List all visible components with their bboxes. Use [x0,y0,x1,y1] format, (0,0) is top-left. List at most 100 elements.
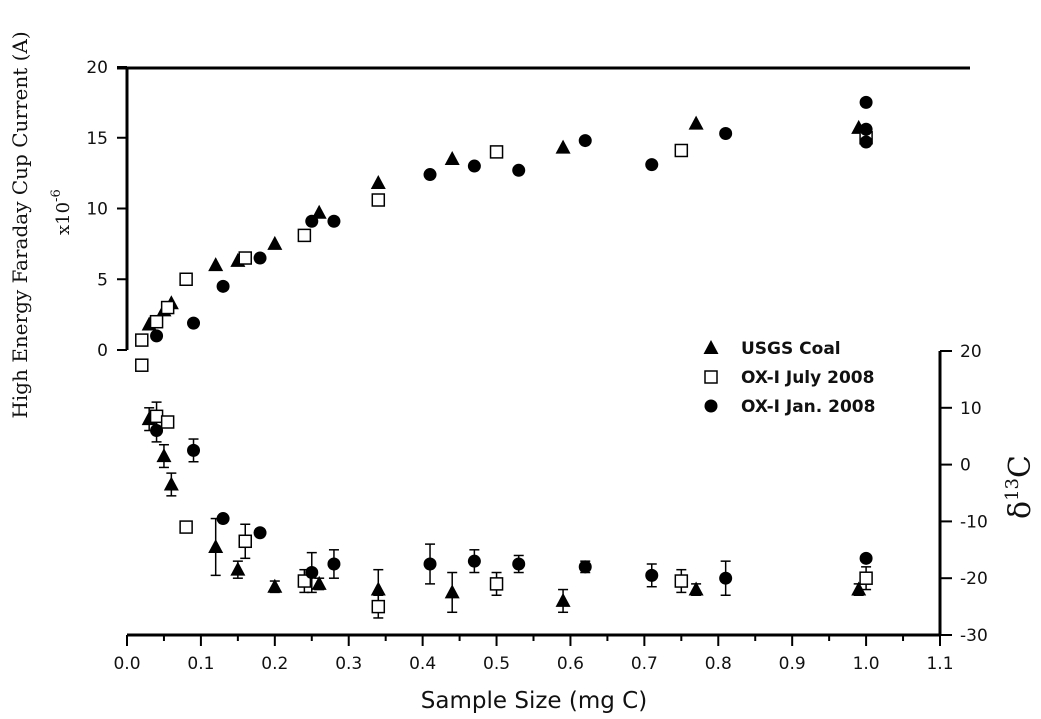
delta13c-point-usgs-coal [555,592,571,607]
current-point-ox-i-jan-2008 [467,159,481,173]
delta13c-point-usgs-coal [208,538,224,553]
delta13c-point-ox-i-jan-2008 [719,571,733,585]
delta13c-point-ox-i-july-2008 [149,409,164,424]
legend-marker-usgs-coal [703,340,719,354]
delta13c-point-usgs-coal [163,476,179,491]
x-tick-label: 0.2 [261,654,288,674]
x-tick-label: 0.0 [113,654,140,674]
legend-marker-ox-i-july-2008 [704,370,718,384]
delta13c-point-ox-i-july-2008 [179,520,193,534]
x-tick-label: 0.3 [335,654,362,674]
right-y-tick-label: -30 [960,626,988,646]
delta13c-point-ox-i-july-2008 [371,599,386,614]
current-point-usgs-coal [444,150,460,165]
current-point-ox-i-july-2008 [489,145,504,159]
delta13c-point-usgs-coal [267,578,283,593]
delta13c-point-usgs-coal [688,581,704,596]
current-point-ox-i-jan-2008 [645,158,659,172]
delta13c-point-ox-i-jan-2008 [467,554,481,568]
x-tick-label: 0.4 [409,654,436,674]
legend-label-ox-i-july-2008: OX-I July 2008 [741,368,874,388]
current-point-ox-i-jan-2008 [512,163,526,177]
delta13c-point-ox-i-jan-2008 [578,560,592,574]
delta13c-point-ox-i-july-2008 [674,574,689,588]
x-tick-label: 0.9 [779,654,806,674]
current-point-usgs-coal [555,139,571,154]
x-tick-label: 0.8 [705,654,732,674]
current-point-ox-i-july-2008 [297,228,312,243]
delta13c-point-usgs-coal [156,448,172,463]
current-point-usgs-coal [688,115,704,130]
delta13c-point-usgs-coal [444,584,460,599]
current-point-ox-i-july-2008 [135,333,149,347]
delta13c-point-usgs-coal [370,581,386,596]
current-point-ox-i-july-2008 [238,251,253,265]
delta13c-point-ox-i-jan-2008 [645,568,659,582]
current-point-ox-i-jan-2008 [859,122,873,136]
delta13c-point-ox-i-jan-2008 [216,512,230,526]
current-point-ox-i-july-2008 [160,300,175,315]
left-y-tick-label: 10 [86,200,108,220]
legend-marker-ox-i-jan-2008 [704,399,718,413]
delta13c-point-ox-i-jan-2008 [150,424,164,438]
x-tick-label: 0.6 [557,654,584,674]
right-y-tick-label: 0 [960,456,971,476]
delta13c-point-ox-i-jan-2008 [327,557,341,571]
legend-label-ox-i-jan-2008: OX-I Jan. 2008 [741,397,875,417]
current-point-ox-i-jan-2008 [327,214,341,228]
delta13c-point-ox-i-jan-2008 [305,566,319,580]
current-point-usgs-coal [208,257,224,272]
left-y-tick-label: 5 [97,270,108,290]
x-tick-label: 0.5 [483,654,510,674]
current-point-ox-i-jan-2008 [187,316,201,330]
delta13c-point-usgs-coal [311,575,327,590]
x-tick-label: 1.0 [853,654,880,674]
delta13c-point-ox-i-jan-2008 [253,526,267,540]
delta13c-point-ox-i-july-2008 [489,577,504,591]
delta13c-point-ox-i-july-2008 [238,534,253,549]
delta13c-point-ox-i-july-2008 [297,574,312,588]
current-point-ox-i-jan-2008 [305,214,319,228]
x-axis-label: Sample Size (mg C) [421,688,647,714]
current-point-ox-i-jan-2008 [859,95,873,109]
current-point-ox-i-jan-2008 [216,279,230,293]
current-point-ox-i-july-2008 [179,272,193,286]
current-point-ox-i-jan-2008 [423,168,437,182]
right-y-tick-label: -10 [960,512,988,532]
delta13c-point-ox-i-july-2008 [135,358,149,372]
current-point-ox-i-jan-2008 [859,135,873,149]
current-point-ox-i-jan-2008 [719,127,733,141]
current-point-ox-i-july-2008 [149,314,164,329]
x-tick-label: 1.1 [926,654,953,674]
current-point-ox-i-jan-2008 [253,251,267,265]
x-tick-label: 0.1 [187,654,214,674]
left-y-tick-label: 0 [97,341,108,361]
labels-group: High Energy Faraday Cup Current (A) x10-… [8,31,1038,714]
right-y-tick-label: 10 [960,399,982,419]
right-y-tick-label: 20 [960,342,982,362]
current-point-ox-i-july-2008 [371,193,386,207]
delta13c-point-ox-i-july-2008 [160,415,175,429]
y-multiplier-label: x10-6 [49,189,74,235]
delta13c-point-ox-i-jan-2008 [512,557,526,571]
left-y-tick-label: 20 [86,58,108,78]
current-point-usgs-coal [267,235,283,250]
x-tick-label: 0.7 [631,654,658,674]
legend: USGS Coal OX-I July 2008 OX-I Jan. 2008 [703,339,875,417]
legend-label-usgs-coal: USGS Coal [741,339,841,359]
delta13c-point-usgs-coal [851,581,867,596]
data-points-group [135,95,873,614]
delta13c-point-usgs-coal [230,561,246,576]
current-point-usgs-coal [311,204,327,219]
delta13c-point-ox-i-jan-2008 [187,443,201,457]
right-y-tick-label: -20 [960,569,988,589]
current-point-usgs-coal [370,175,386,190]
axes-group: 0.0 0.1 0.2 0.3 0.4 0.5 0.6 0.7 0.8 0.9 1.0 1.1 0 5 10… [86,58,987,674]
current-point-ox-i-july-2008 [674,143,689,158]
current-point-ox-i-jan-2008 [150,329,164,343]
delta13c-point-ox-i-jan-2008 [423,557,437,571]
left-y-axis-label: High Energy Faraday Cup Current (A) [8,31,32,418]
right-y-axis-label: δ13C [1002,455,1038,519]
delta13c-point-ox-i-jan-2008 [859,551,873,565]
